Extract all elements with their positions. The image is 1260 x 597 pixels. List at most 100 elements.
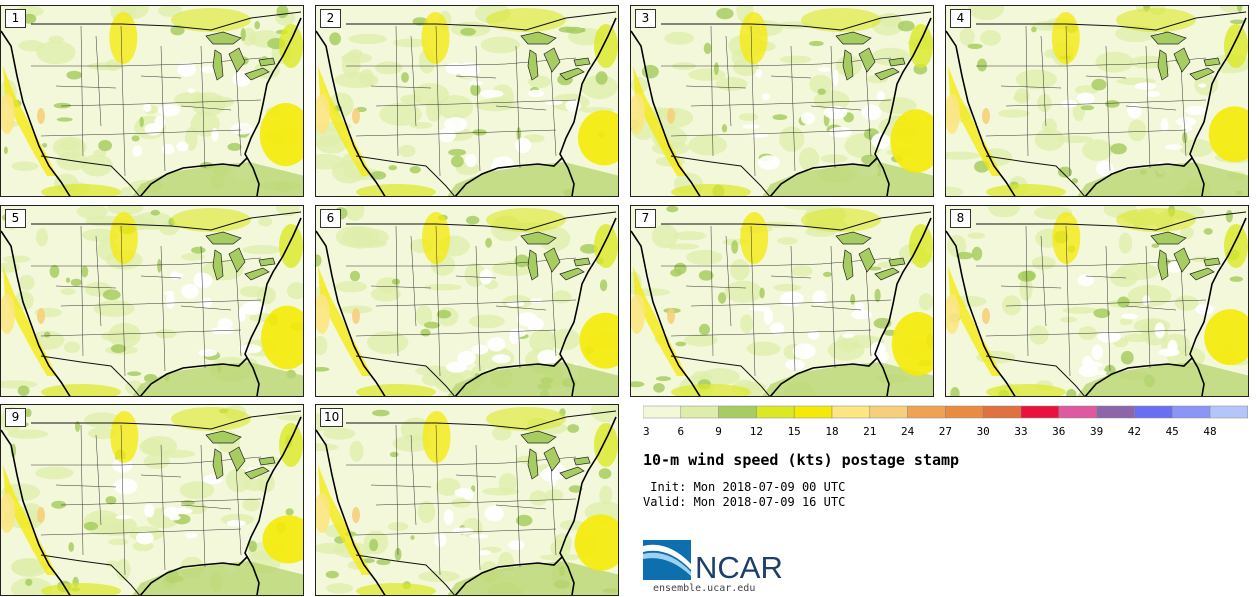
ncar-logo: NCAR — [643, 540, 783, 582]
calm-area — [187, 88, 196, 94]
wind-field-3-9kt — [258, 216, 273, 227]
wind-field-9-12kt — [653, 383, 665, 393]
calm-area — [1096, 370, 1107, 375]
calm-area — [537, 349, 559, 365]
great-lake — [1150, 231, 1187, 245]
great-lake — [212, 249, 224, 281]
calm-area — [870, 342, 886, 356]
coastline — [1084, 357, 1193, 396]
state-boundary — [1025, 225, 1029, 357]
calm-area — [1175, 117, 1197, 127]
state-boundary — [550, 265, 557, 357]
state-boundary — [750, 25, 756, 177]
state-boundary — [60, 299, 262, 307]
great-lake — [244, 267, 270, 281]
state-boundary — [180, 105, 232, 111]
calm-area — [509, 330, 520, 345]
wind-field-3-9kt — [60, 288, 76, 296]
wind-field-9-12kt — [631, 381, 645, 388]
wind-field-9-12kt — [369, 538, 379, 552]
gulf-wind-band — [1077, 362, 1248, 396]
canada-wind — [486, 8, 566, 32]
state-boundary — [685, 285, 747, 289]
state-boundary — [55, 285, 117, 289]
wind-field-9-12kt — [127, 371, 142, 376]
wind-field-9-12kt — [451, 155, 464, 168]
national-border — [355, 355, 455, 396]
wind-field-3-9kt — [242, 497, 261, 512]
wind-field-3-9kt — [1124, 333, 1150, 343]
national-border — [40, 355, 140, 396]
wind-field-9-12kt — [1031, 26, 1037, 33]
great-lake — [835, 31, 872, 45]
calm-area — [780, 291, 804, 307]
wind-field-3-9kt — [35, 466, 74, 480]
wind-field-3-9kt — [374, 61, 403, 75]
wind-speed-map — [316, 6, 618, 196]
wind-field-9-12kt — [721, 124, 728, 133]
wind-field-9-12kt — [772, 114, 788, 121]
wind-field-3-9kt — [813, 90, 850, 111]
wind-field-3-9kt — [1015, 69, 1057, 90]
orange-wind-spot — [667, 308, 675, 324]
wind-field-9-12kt — [897, 20, 915, 32]
ensemble-member-panel: 8 — [945, 205, 1249, 397]
wind-field-9-12kt — [580, 244, 598, 254]
atlantic-high-wind — [579, 312, 618, 369]
wind-field-9-12kt — [98, 140, 112, 152]
wind-field-9-12kt — [329, 32, 341, 46]
wind-field-3-9kt — [691, 370, 713, 382]
northeast-wind — [594, 224, 618, 268]
wind-field-3-9kt — [1031, 256, 1056, 270]
wind-field-9-12kt — [971, 246, 983, 261]
great-lake — [888, 57, 906, 67]
calm-area — [170, 271, 180, 280]
calm-area — [217, 318, 233, 330]
wind-field-9-12kt — [420, 328, 431, 337]
state-boundary — [160, 444, 166, 571]
calm-area — [478, 550, 492, 556]
plains-high-wind — [740, 212, 769, 264]
colorbar-segment — [945, 405, 984, 419]
valid-time: Valid: Mon 2018-07-09 16 UTC — [643, 495, 846, 509]
state-boundary — [661, 257, 892, 267]
state-boundary — [750, 225, 756, 377]
coastline — [769, 357, 878, 396]
great-lake — [1203, 57, 1221, 67]
wind-field-9-12kt — [49, 264, 60, 278]
ensemble-member-panel: 7 — [630, 205, 934, 397]
wind-field-3-9kt — [779, 126, 805, 152]
calm-area — [143, 103, 152, 113]
wind-field-9-12kt — [1237, 6, 1243, 13]
member-number-label: 10 — [320, 408, 344, 427]
wind-field-3-9kt — [409, 121, 433, 129]
colorbar-segment — [982, 405, 1022, 419]
calm-area — [491, 354, 511, 364]
state-boundary — [976, 257, 1207, 267]
orange-wind-spot — [352, 308, 360, 324]
wind-speed-map — [946, 6, 1248, 196]
state-boundary — [810, 105, 862, 111]
orange-wind-spot — [667, 108, 675, 124]
great-lake — [228, 47, 246, 73]
state-boundary — [160, 245, 166, 372]
wind-field-3-9kt — [946, 186, 964, 196]
wind-field-3-9kt — [664, 31, 694, 45]
wind-field-9-12kt — [53, 102, 71, 109]
coastline — [946, 230, 1016, 396]
canada-wind — [171, 407, 251, 431]
wind-field-3-9kt — [424, 283, 462, 291]
wind-field-9-12kt — [1110, 143, 1127, 155]
calm-area — [812, 290, 827, 306]
wind-field-3-9kt — [418, 570, 460, 582]
state-boundary — [355, 129, 557, 137]
colorbar-tick-label: 9 — [715, 425, 722, 438]
colorbar-tick-label: 30 — [977, 425, 990, 438]
great-lake — [573, 456, 591, 466]
calm-area — [164, 291, 175, 296]
calm-area — [226, 520, 246, 527]
coastline — [1189, 217, 1247, 396]
wind-field-9-12kt — [731, 240, 739, 254]
wind-field-9-12kt — [181, 500, 195, 506]
gulf-wind-band — [132, 362, 303, 396]
